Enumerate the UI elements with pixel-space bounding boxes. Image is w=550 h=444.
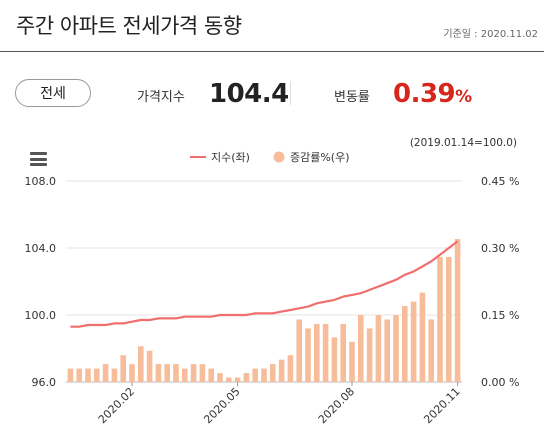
summary-divider (290, 81, 291, 105)
bar-rate (94, 368, 100, 382)
bar-rate (340, 323, 346, 382)
bar-rate (155, 364, 162, 382)
legend-circle-swatch (273, 151, 285, 163)
bar-rate (243, 373, 250, 382)
bar-rate (138, 346, 144, 382)
legend-rate-label: 증감률%(우) (290, 151, 350, 164)
bar-rate (402, 306, 408, 382)
bar-rate (173, 364, 179, 382)
legend-index-label: 지수(좌) (211, 151, 250, 164)
bar-rate (358, 315, 364, 382)
bar-rate (234, 377, 241, 382)
y-right-tick-label: 0.30 % (481, 242, 519, 255)
bar-rate (437, 256, 443, 382)
bar-rate (199, 364, 206, 382)
y-right-tick-label: 0.00 % (481, 376, 519, 389)
y-right-tick-label: 0.15 % (481, 309, 519, 322)
chart-base-note: (2019.01.14=100.0) (409, 137, 517, 149)
bar-rate (120, 355, 126, 382)
bar-rate (314, 323, 320, 382)
bar-rate (410, 301, 417, 382)
bar-rate (446, 256, 452, 382)
change-label: 변동률 (334, 90, 370, 105)
bar-rate (287, 355, 294, 382)
bar-rate (252, 368, 258, 382)
bar-rate (261, 368, 267, 382)
bar-rate (296, 319, 302, 382)
change-unit: % (455, 87, 472, 107)
bar-rate (305, 328, 311, 382)
bar-rate (384, 319, 390, 382)
y-left-tick-label: 96.0 (32, 376, 57, 389)
y-right-tick-label: 0.45 % (481, 175, 519, 188)
x-tick-label: 2020.11 (421, 385, 462, 426)
bar-rate (182, 368, 188, 382)
header-divider (0, 51, 544, 52)
bar-rate (393, 315, 399, 382)
bar-rate (428, 319, 434, 382)
bar-rate (454, 239, 461, 382)
x-tick-label: 2020.08 (316, 385, 357, 426)
y-left-tick-label: 100.0 (25, 309, 57, 322)
bar-rate (331, 337, 338, 382)
bar-rate (111, 368, 118, 382)
bar-rate (146, 350, 153, 382)
hamburger-menu-icon[interactable] (30, 152, 47, 166)
type-button[interactable]: 전세 (15, 79, 91, 107)
base-date: 기준일 : 2020.11.02 (443, 29, 538, 40)
bar-rate (208, 368, 214, 382)
bar-rate (217, 373, 223, 382)
x-tick-label: 2020.02 (96, 385, 137, 426)
change-number: 0.39 (393, 79, 456, 109)
bar-rate (322, 323, 329, 382)
y-left-tick-label: 104.0 (25, 242, 57, 255)
bar-rate (226, 377, 232, 382)
bar-rate (129, 364, 135, 382)
index-label: 가격지수 (137, 90, 185, 105)
index-line (70, 240, 459, 328)
bar-rate (67, 368, 74, 382)
page-title: 주간 아파트 전세가격 동향 (16, 14, 242, 38)
bar-rate (366, 328, 373, 382)
bar-rate (164, 364, 170, 382)
bar-rate (278, 359, 285, 382)
bar-rate (375, 315, 382, 382)
bar-rate (102, 364, 109, 382)
bar-rate (270, 364, 276, 382)
bar-rate (76, 368, 82, 382)
bar-rate (85, 368, 91, 382)
x-tick-label: 2020.05 (201, 385, 242, 426)
change-value: 0.39% (393, 79, 472, 109)
index-value: 104.4 (209, 79, 289, 109)
y-left-tick-label: 108.0 (25, 175, 57, 188)
bar-rate (419, 292, 426, 382)
bar-rate (349, 341, 355, 382)
bar-rate (190, 364, 197, 382)
